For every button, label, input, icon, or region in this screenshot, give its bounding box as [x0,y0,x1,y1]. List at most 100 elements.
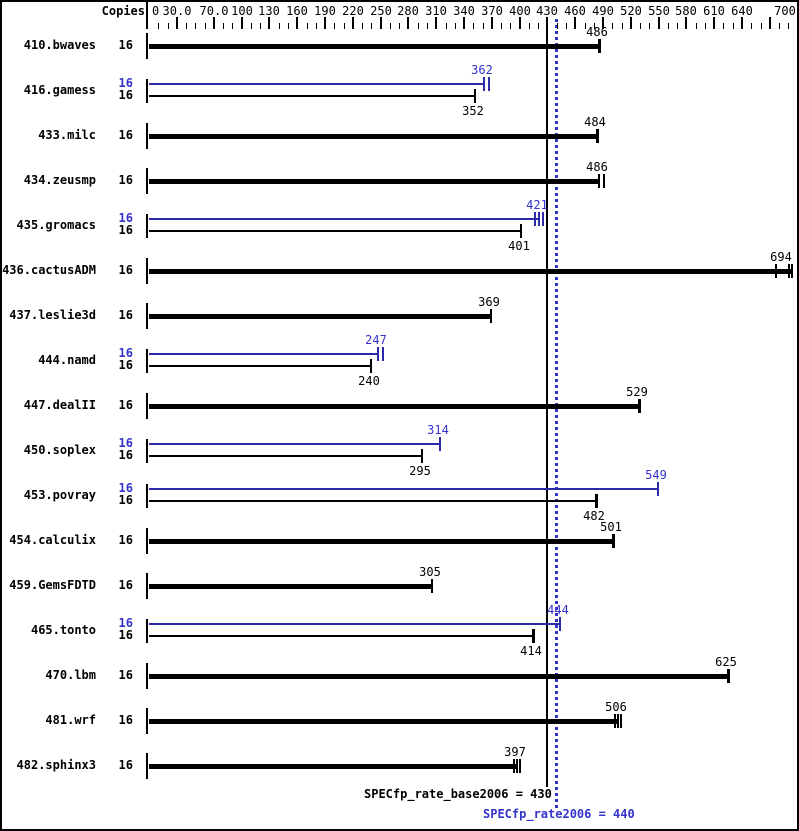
axis-major-tick [574,17,576,29]
copies-value: 16 [118,88,133,102]
result-bar [149,584,432,589]
axis-major-tick [380,17,382,29]
peak-bar [149,443,440,445]
axis-major-tick [176,17,178,29]
base-bar [149,365,371,367]
axis-minor-tick [779,23,780,29]
benchmark-label: 482.sphinx3 [16,758,96,772]
bar-end-mark [370,359,372,373]
copies-header: Copies [101,4,145,18]
base-bar [149,230,521,232]
benchmark-label: 465.tonto [30,623,96,637]
base-bar [149,95,475,97]
bar-end-mark [596,129,599,143]
copies-value: 16 [118,758,133,772]
bar-end-mark [791,264,793,278]
axis-tick-label: 610 [703,4,725,18]
copies-value: 16 [118,616,133,630]
peak-bar [149,623,560,625]
bar-end-mark [727,669,730,683]
bar-end-mark [519,759,521,773]
bar-value-label: 486 [586,160,608,174]
bar-value-label: 401 [508,239,530,253]
base-bar [149,455,422,457]
axis-minor-tick [566,23,567,29]
bar-value-label: 421 [526,198,548,212]
result-bar [149,719,618,724]
axis-tick-label: 30.0 [162,4,192,18]
bar-value-label: 501 [600,520,622,534]
x-axis-zero-line [146,2,148,29]
benchmark-label: 481.wrf [45,713,96,727]
row-baseline [146,573,148,599]
axis-minor-tick [288,23,289,29]
axis-minor-tick [279,23,280,29]
axis-minor-tick [696,23,697,29]
axis-major-tick [241,17,243,29]
bar-value-label: 295 [409,464,431,478]
bar-value-label: 625 [715,655,737,669]
copies-value: 16 [118,308,133,322]
bar-end-mark [595,494,598,508]
peak-bar [149,83,484,85]
result-bar [149,269,792,274]
axis-major-tick [741,17,743,29]
row-baseline [146,753,148,779]
axis-minor-tick [307,23,308,29]
benchmark-label: 433.milc [38,128,96,142]
axis-major-tick [324,17,326,29]
axis-tick-label: 190 [314,4,336,18]
axis-tick-label: 70.0 [199,4,229,18]
axis-tick-label: 640 [731,4,753,18]
axis-tick-label: 160 [286,4,308,18]
bar-end-mark [538,212,540,226]
bar-end-mark [788,264,790,278]
copies-value: 16 [118,76,133,90]
row-baseline [146,393,148,419]
axis-minor-tick [622,23,623,29]
bar-end-mark [542,212,544,226]
copies-value: 16 [118,398,133,412]
axis-tick-label: 340 [453,4,475,18]
axis-minor-tick [733,23,734,29]
axis-minor-tick [501,23,502,29]
axis-minor-tick [371,23,372,29]
bar-end-mark [534,212,536,226]
result-bar [149,179,599,184]
axis-minor-tick [510,23,511,29]
axis-major-tick [602,17,604,29]
row-baseline [146,439,148,463]
copies-value: 16 [118,211,133,225]
copies-value: 16 [118,173,133,187]
bar-value-label: 240 [358,374,380,388]
axis-minor-tick [446,23,447,29]
axis-minor-tick [334,23,335,29]
benchmark-label: 470.lbm [45,668,96,682]
axis-minor-tick [594,23,595,29]
benchmark-label: 435.gromacs [16,218,96,232]
bar-end-mark [474,89,476,103]
axis-minor-tick [418,23,419,29]
axis-minor-tick [761,23,762,29]
axis-minor-tick [260,23,261,29]
peak-bar [149,488,658,490]
bar-end-mark [598,39,601,53]
bar-value-label: 314 [427,423,449,437]
axis-minor-tick [529,23,530,29]
axis-tick-label: 220 [342,4,364,18]
axis-tick-label: 580 [675,4,697,18]
bar-end-mark [638,399,641,413]
bar-end-mark [513,759,515,773]
base-bar [149,500,596,502]
row-baseline [146,123,148,149]
bar-value-label: 247 [365,333,387,347]
axis-minor-tick [473,23,474,29]
base-reference-line [546,17,548,787]
bar-end-mark [483,77,485,91]
bar-end-mark [520,224,522,238]
axis-tick-label: 460 [564,4,586,18]
row-baseline [146,663,148,689]
copies-value: 16 [118,713,133,727]
axis-minor-tick [186,23,187,29]
base-bar [149,635,533,637]
